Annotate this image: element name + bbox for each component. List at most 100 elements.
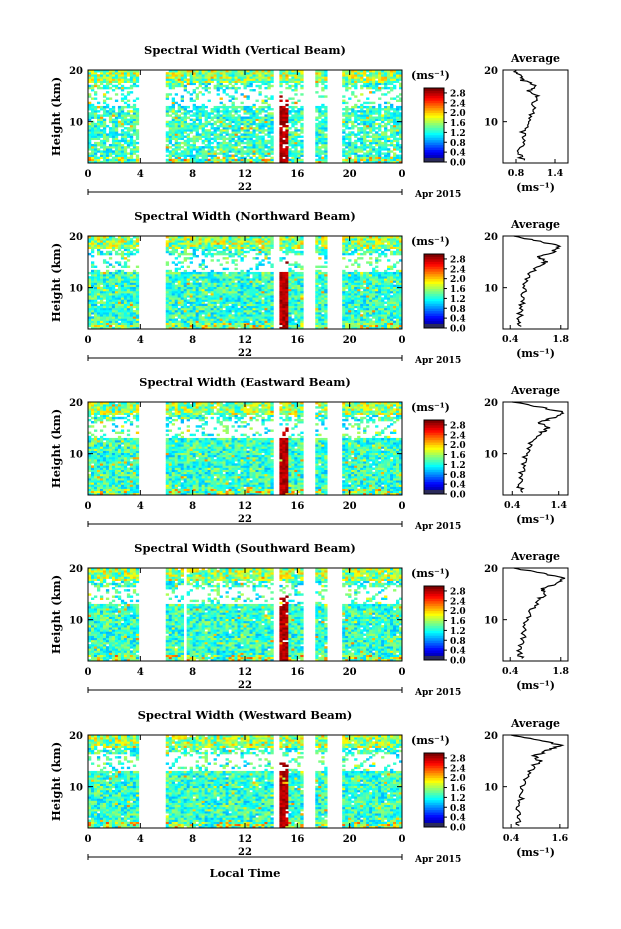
heatmap-cell [357, 110, 361, 113]
heatmap-cell [372, 141, 376, 145]
heatmap-cell [288, 250, 292, 254]
heatmap-cell [252, 240, 256, 243]
heatmap-cell [129, 314, 134, 317]
heatmap-cell [288, 271, 292, 275]
heatmap-cell [297, 276, 301, 279]
heatmap-cell [315, 105, 319, 109]
heatmap-cell [234, 236, 238, 239]
heatmap-cell [291, 72, 295, 75]
heatmap-cell [120, 129, 125, 132]
heatmap-cell [294, 70, 298, 73]
heatmap-cell [96, 309, 101, 313]
heatmap-cell [390, 116, 394, 119]
heatmap-cell [123, 278, 128, 281]
heatmap-cell [93, 74, 98, 77]
heatmap-cell [117, 141, 122, 145]
heatmap-cell [88, 139, 92, 143]
heatmap-cell [228, 316, 232, 319]
heatmap-cell [345, 122, 349, 126]
heatmap-cell [168, 250, 173, 254]
heatmap-cell [135, 303, 140, 307]
heatmap-cell [90, 76, 95, 79]
heatmap-cell [174, 135, 179, 138]
heatmap-cell [372, 80, 376, 83]
heatmap-cell [258, 127, 262, 130]
heatmap-cell [180, 250, 184, 254]
heatmap-cell [360, 112, 364, 115]
heatmap-cell [210, 248, 214, 252]
heatmap-cell [261, 154, 265, 157]
heatmap-cell [132, 133, 137, 136]
heatmap-cell [222, 305, 226, 309]
heatmap-cell [288, 305, 292, 309]
heatmap-cell [228, 127, 232, 130]
heatmap-cell [99, 322, 104, 326]
heatmap-cell [120, 122, 125, 126]
heatmap-cell [129, 303, 134, 307]
heatmap-cell [192, 143, 196, 147]
heatmap-cell [117, 139, 122, 143]
heatmap-cell [294, 278, 298, 281]
heatmap-cell [234, 97, 238, 100]
heatmap-cell [189, 322, 193, 326]
heatmap-cell [387, 74, 391, 77]
heatmap-cell [201, 274, 205, 277]
heatmap-cell [108, 257, 113, 260]
heatmap-cell [378, 146, 382, 149]
heatmap-cell [297, 252, 301, 256]
heatmap-cell [180, 290, 184, 294]
heatmap-cell [381, 120, 385, 124]
heatmap-cell [108, 114, 113, 117]
heatmap-cell [207, 309, 211, 313]
heatmap-cell [120, 316, 125, 319]
heatmap-cell [258, 324, 262, 328]
heatmap-cell [240, 257, 244, 260]
heatmap-cell [288, 326, 292, 330]
heatmap-cell [252, 271, 256, 275]
heatmap-cell [240, 127, 244, 130]
heatmap-cell [192, 108, 196, 111]
heatmap-cell [207, 316, 211, 319]
heatmap-cell [369, 150, 373, 153]
heatmap-cell [88, 133, 92, 136]
heatmap-cell [222, 156, 226, 160]
heatmap-cell [120, 269, 125, 273]
heatmap-cell [369, 114, 373, 117]
heatmap-cell [93, 112, 98, 115]
heatmap-cell [132, 269, 137, 273]
heatmap-cell [207, 141, 211, 145]
heatmap-cell [351, 108, 355, 111]
heatmap-cell [372, 135, 376, 138]
heatmap-cell [129, 288, 134, 292]
heatmap-cell [291, 326, 295, 330]
heatmap-cell [132, 280, 137, 283]
heatmap-cell [105, 154, 110, 157]
heatmap-cell [234, 288, 238, 292]
heatmap-cell [297, 110, 301, 113]
heatmap-cell [243, 120, 247, 124]
heatmap-cell [114, 269, 119, 273]
heatmap-cell [279, 110, 283, 113]
heatmap-cell [174, 242, 179, 245]
heatmap-cell [204, 318, 208, 321]
heatmap-cell [240, 133, 244, 136]
heatmap-cell [198, 137, 202, 141]
heatmap-cell [324, 110, 328, 113]
heatmap-cell [243, 116, 247, 119]
heatmap-cell [294, 105, 298, 109]
heatmap-cell [88, 240, 92, 243]
heatmap-cell [90, 110, 95, 113]
colorbar-tick-label: 0.0 [450, 159, 466, 169]
heatmap-cell [186, 278, 190, 281]
heatmap-cell [114, 309, 119, 313]
heatmap-cell [114, 238, 119, 241]
heatmap-cell [321, 78, 325, 81]
heatmap-cell [186, 72, 190, 75]
heatmap-cell [120, 290, 125, 294]
heatmap-cell [183, 314, 187, 317]
heatmap-cell [88, 80, 92, 83]
heatmap-cell [360, 143, 364, 147]
heatmap-cell [297, 286, 301, 290]
heatmap-cell [249, 127, 253, 130]
heatmap-cell [258, 274, 262, 277]
